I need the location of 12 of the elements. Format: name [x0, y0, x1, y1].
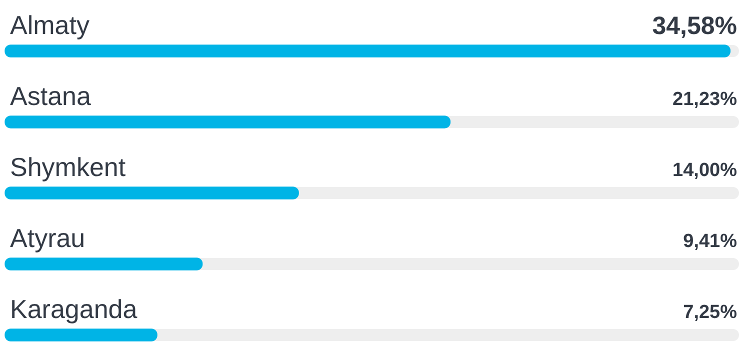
y-tick-label: Shymkent: [10, 152, 126, 182]
data-label: 14,00%: [672, 160, 738, 181]
bar: [4, 44, 731, 58]
data-label: 34,58%: [652, 12, 737, 40]
y-tick-label: Atyrau: [10, 223, 86, 253]
y-tick-label: Almaty: [10, 10, 90, 40]
data-label: 9,41%: [683, 231, 738, 252]
bar: [4, 328, 158, 342]
data-label: 7,25%: [683, 302, 738, 323]
data-label: 21,23%: [672, 89, 738, 110]
y-tick-label: Karaganda: [10, 294, 138, 324]
y-tick-label: Astana: [10, 81, 92, 111]
